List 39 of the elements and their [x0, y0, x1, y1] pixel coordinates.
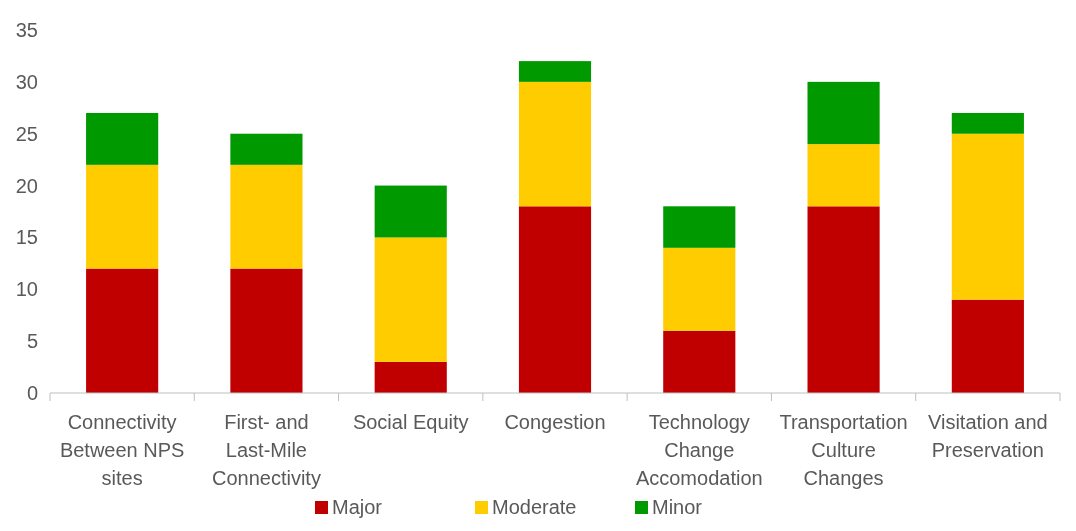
bar: [374, 237, 447, 362]
bar: [374, 361, 447, 393]
y-tick-label: 10: [15, 278, 38, 301]
x-tick-label: Congestion: [504, 411, 606, 433]
bar: [951, 299, 1024, 393]
bar: [230, 268, 303, 393]
y-tick-label: 25: [15, 122, 38, 145]
x-tick-label: Transportation Culture Changes: [779, 411, 908, 489]
bar: [518, 81, 592, 207]
bar: [230, 164, 303, 269]
bar: [807, 81, 880, 145]
legend-label: Major: [332, 496, 383, 518]
bar: [951, 133, 1024, 300]
bar: [374, 185, 447, 238]
bar: [86, 164, 159, 269]
legend-label: Minor: [652, 496, 703, 518]
bar: [86, 268, 159, 393]
bar: [86, 112, 159, 165]
bar: [807, 144, 880, 207]
x-tick-label: First- and Last-Mile Connectivity: [211, 411, 321, 489]
y-tick-label: 0: [26, 382, 38, 404]
bar: [518, 206, 592, 393]
bar: [663, 330, 736, 393]
x-tick-label: Connectivity Between NPS sites: [59, 411, 185, 489]
bar: [663, 247, 736, 331]
bar: [663, 206, 736, 248]
x-tick-label: Visitation and Preservation: [928, 411, 1048, 461]
y-tick-label: 5: [26, 330, 38, 353]
y-tick-label: 30: [15, 70, 38, 93]
x-tick-label: Technology Change Accomodation: [635, 411, 763, 489]
bar: [951, 112, 1024, 134]
legend-label: Moderate: [492, 496, 577, 518]
bar: [230, 133, 303, 165]
y-tick-label: 35: [15, 19, 38, 41]
bar: [518, 61, 592, 82]
y-tick-label: 15: [15, 226, 38, 249]
y-tick-label: 20: [15, 174, 38, 197]
bar: [807, 206, 880, 393]
x-tick-label: Social Equity: [352, 411, 469, 433]
